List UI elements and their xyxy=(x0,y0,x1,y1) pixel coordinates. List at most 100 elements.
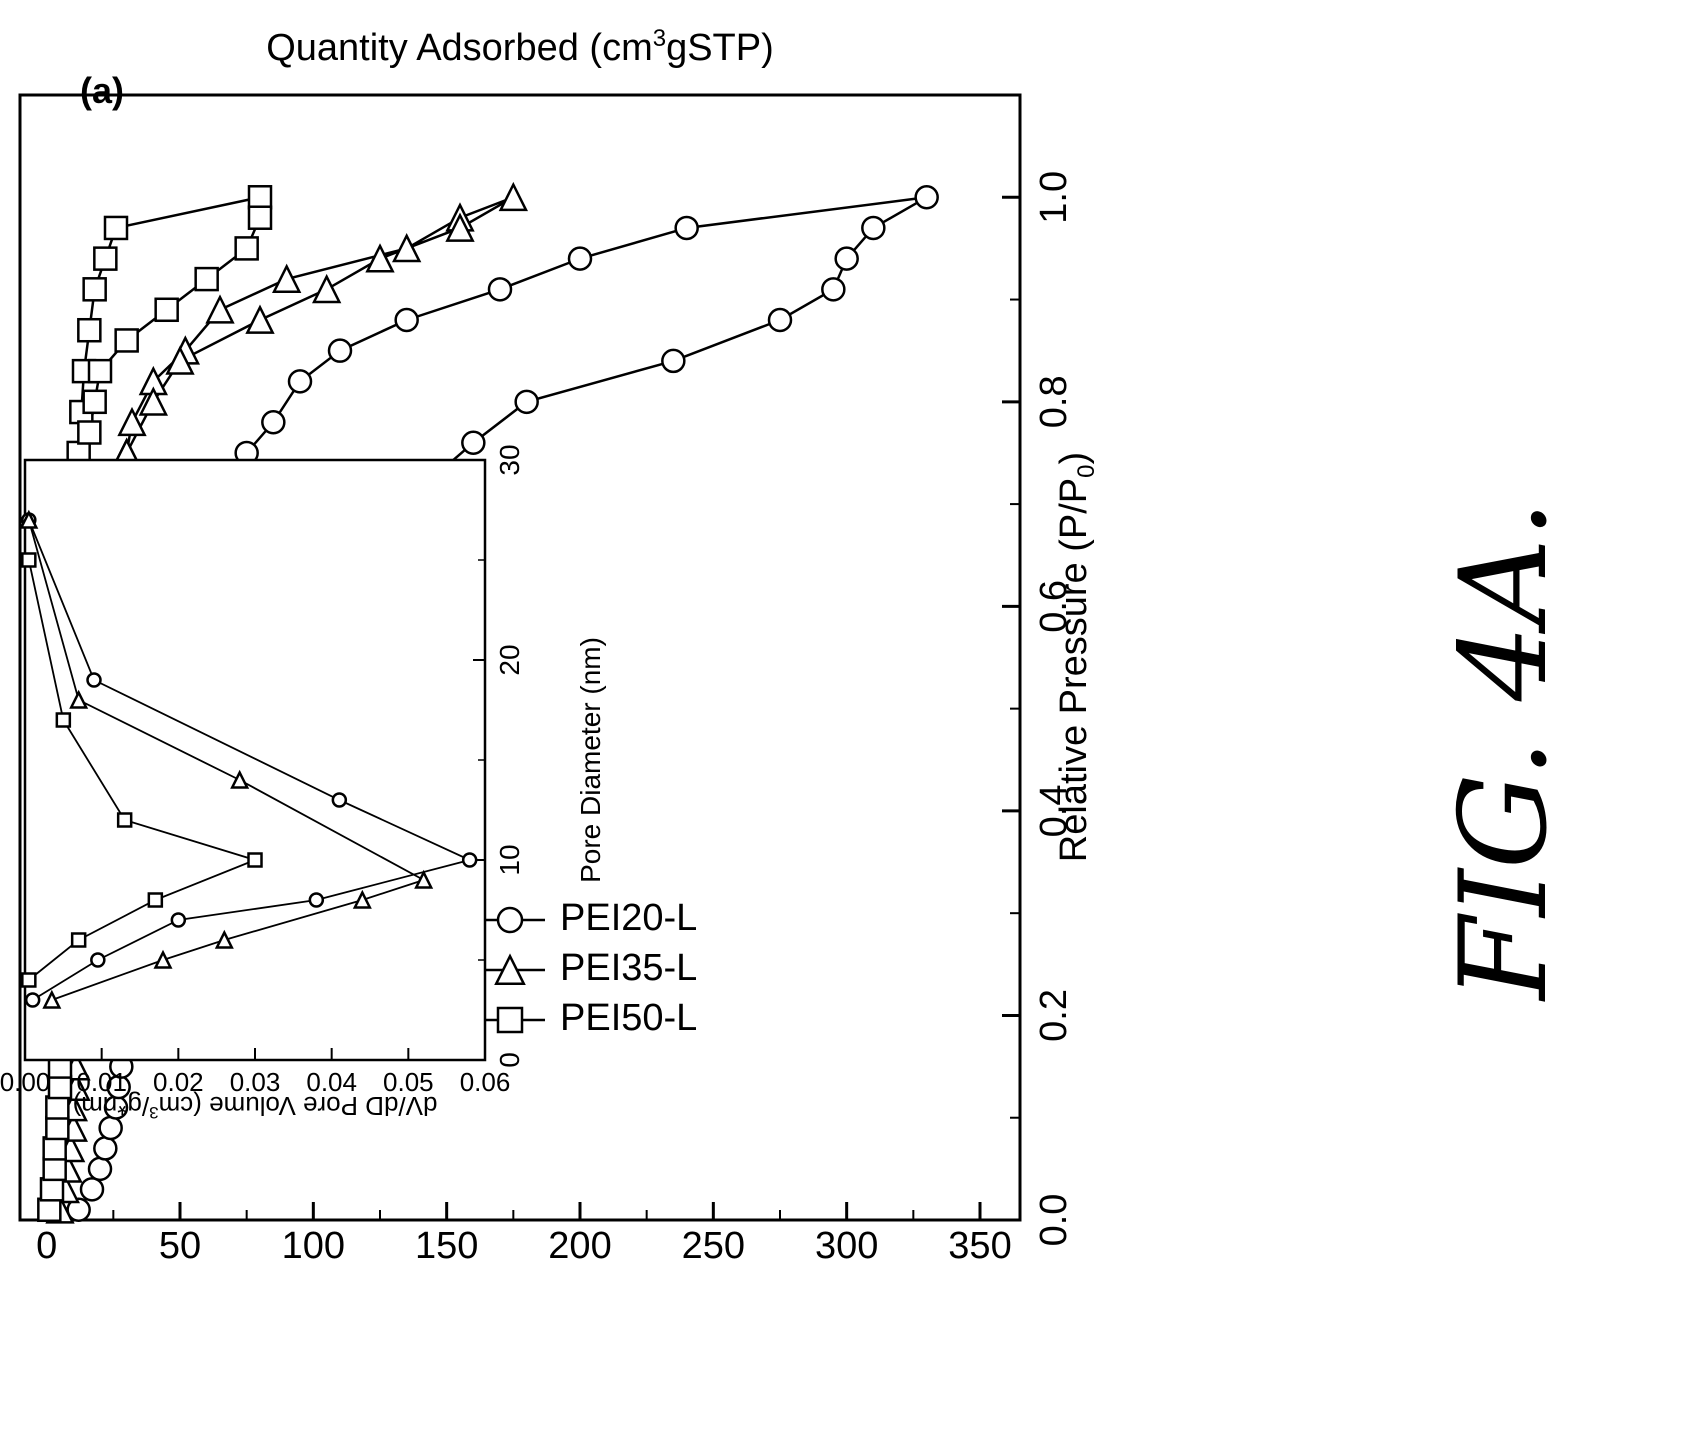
inset-ytick-label: 0.00 xyxy=(0,1067,50,1097)
data-point xyxy=(42,1136,67,1161)
data-point xyxy=(77,420,102,445)
main-yaxis-title: Quantity Adsorbed (cm3gSTP) xyxy=(266,25,774,69)
data-point xyxy=(47,1074,73,1100)
inset-data-point xyxy=(247,852,263,868)
inset-data-point xyxy=(230,769,250,789)
inset-xtick-label: 20 xyxy=(494,644,525,675)
inset-ytick-label: 0.01 xyxy=(76,1067,127,1097)
inset-data-point xyxy=(21,552,37,568)
main-plot-frame xyxy=(18,93,1022,1222)
data-point xyxy=(117,406,147,437)
data-point xyxy=(79,1177,105,1202)
inset-data-point xyxy=(214,929,234,949)
data-point xyxy=(93,246,118,271)
inset-yaxis-title: dV/dD Pore Volume (cm3/g*nm) xyxy=(73,1091,438,1122)
data-point xyxy=(87,1156,113,1182)
inset-data-point xyxy=(24,992,41,1008)
main-ytick-label: 150 xyxy=(415,1225,478,1267)
data-point xyxy=(391,232,422,263)
data-point xyxy=(45,1115,70,1141)
inset-data-point xyxy=(55,712,72,728)
main-xtick-label: 0.2 xyxy=(1033,989,1075,1042)
data-point xyxy=(82,277,107,302)
main-ytick-label: 0 xyxy=(36,1225,57,1267)
inset-data-point xyxy=(308,892,325,908)
main-xtick-label: 0.0 xyxy=(1033,1194,1075,1247)
data-point xyxy=(82,389,107,415)
legend-marker xyxy=(496,1006,524,1034)
inset-data-point xyxy=(331,792,348,808)
data-point xyxy=(37,1197,62,1223)
data-point xyxy=(567,246,593,271)
data-point xyxy=(834,246,859,271)
inset-ytick-label: 0.06 xyxy=(460,1067,511,1097)
main-ytick-label: 250 xyxy=(682,1225,745,1267)
inset-data-point xyxy=(147,892,164,908)
inset-xtick-label: 10 xyxy=(494,844,525,875)
data-point xyxy=(327,338,353,363)
inset-series-PEI35-L xyxy=(19,509,434,1009)
data-point xyxy=(767,307,793,333)
legend-label: PEI20-L xyxy=(560,897,697,939)
data-point xyxy=(138,386,169,416)
figure-label: FIG. 4A. xyxy=(1435,500,1574,1002)
data-point xyxy=(205,294,235,324)
inset-data-point xyxy=(153,949,173,969)
inset-data-point xyxy=(19,509,39,529)
data-point xyxy=(821,277,846,302)
data-point xyxy=(498,181,529,212)
data-point xyxy=(103,215,129,241)
main-ytick-label: 200 xyxy=(548,1225,611,1267)
legend-label: PEI35-L xyxy=(560,947,697,989)
data-point xyxy=(234,236,259,261)
main-xtick-label: 0.6 xyxy=(1033,580,1075,633)
legend-marker xyxy=(496,906,524,934)
data-point xyxy=(287,369,313,394)
inset-data-point xyxy=(86,672,102,688)
inset-plot-frame xyxy=(23,458,487,1062)
main-xaxis-title: Relative Pressure (P/P0) xyxy=(1053,452,1100,862)
data-point xyxy=(87,358,113,384)
data-point xyxy=(42,1156,67,1182)
main-ytick-label: 350 xyxy=(948,1225,1011,1267)
data-point xyxy=(45,1095,70,1120)
main-axes: 0.00.20.40.60.81.00 50 100 150 200 250 300 350 xyxy=(36,171,1075,1267)
data-point xyxy=(311,273,342,304)
inset-data-point xyxy=(42,989,62,1009)
legend-marker xyxy=(494,953,526,986)
inset-data-point xyxy=(70,932,87,948)
inset-data-point xyxy=(461,852,478,868)
inset-data-point xyxy=(116,812,133,828)
data-point xyxy=(514,389,539,415)
inset-xaxis-title: Pore Diameter (nm) xyxy=(575,637,606,883)
panel-label: (a) xyxy=(80,70,124,111)
inset-series-line xyxy=(27,519,426,1001)
data-point xyxy=(165,345,195,375)
inset-data-point xyxy=(352,889,372,909)
main-ytick-label: 300 xyxy=(815,1225,878,1267)
inset-xtick-label: 30 xyxy=(494,444,525,475)
data-point xyxy=(661,348,686,374)
data-point xyxy=(93,1136,118,1161)
main-ytick-label: 100 xyxy=(282,1225,345,1267)
data-point xyxy=(77,317,102,343)
inset-data-point xyxy=(414,869,434,889)
data-point xyxy=(247,205,273,230)
data-point xyxy=(261,410,286,435)
inset-ytick-label: 0.05 xyxy=(383,1067,434,1097)
data-point xyxy=(194,266,219,292)
inset-data-point xyxy=(90,952,106,968)
data-point xyxy=(394,307,419,333)
data-point xyxy=(861,215,886,241)
rotated-chart-group: 0.00.20.40.60.81.00 50 100 150 200 250 300 350 … xyxy=(0,25,1100,1267)
data-point xyxy=(154,297,179,323)
data-point xyxy=(114,328,139,353)
main-ytick-label: 50 xyxy=(159,1225,201,1267)
inset-axes: 0 10 20 30 0.00 0.01 0.02 0.03 0.04 0.05 0.06 xyxy=(0,444,525,1096)
inset-data-point xyxy=(69,689,89,709)
data-point xyxy=(365,243,395,273)
data-point xyxy=(461,430,486,455)
inset-series xyxy=(19,509,478,1009)
data-point xyxy=(39,1177,65,1202)
